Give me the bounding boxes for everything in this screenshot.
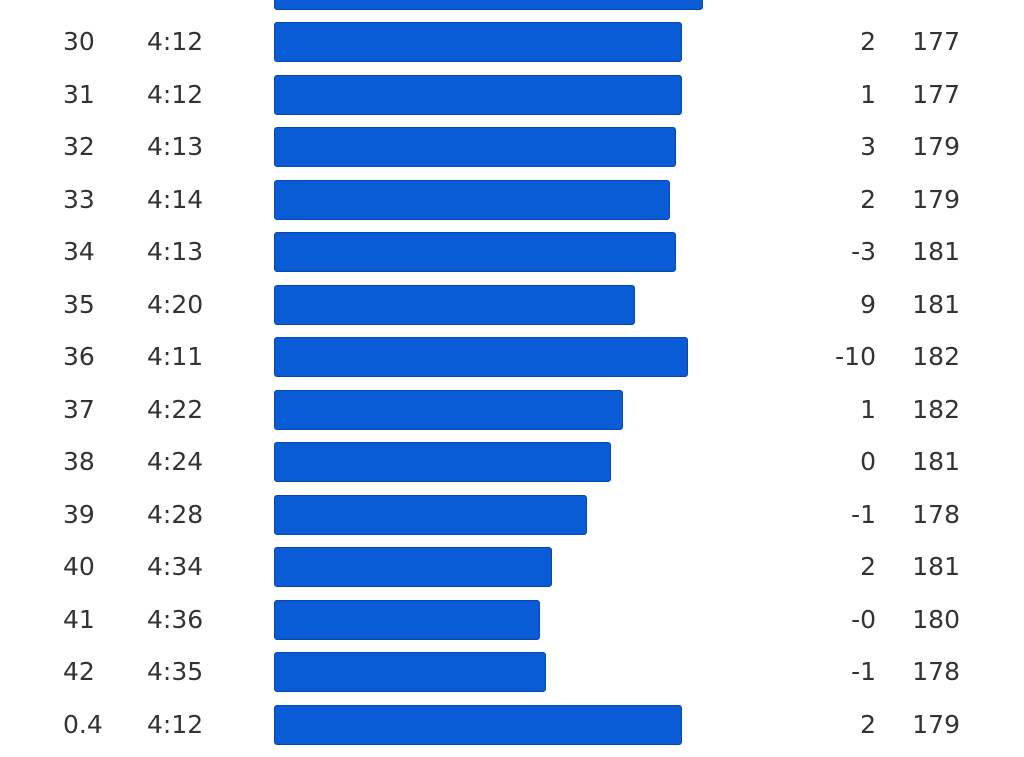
heart-rate: 182	[912, 394, 960, 424]
lap-pace: 4:12	[147, 27, 204, 56]
split-row: 30 4:12 2 177	[0, 16, 1024, 68]
lap-number: 36	[63, 342, 95, 371]
pace-bar	[274, 652, 546, 692]
lap-pace: 4:11	[147, 342, 204, 371]
pace-bar	[274, 389, 623, 430]
elevation-change: -0	[851, 604, 876, 634]
lap-number: 0.4	[63, 709, 103, 739]
elevation-change: 1	[860, 79, 876, 109]
heart-rate: 177	[912, 27, 960, 56]
pace-bar	[274, 22, 683, 62]
lap-number: 38	[63, 447, 95, 476]
lap-number: 34	[63, 237, 95, 266]
lap-pace: 4:13	[147, 237, 204, 266]
pace-bar	[274, 547, 552, 587]
lap-pace: 4:13	[147, 132, 204, 161]
lap-number: 41	[63, 604, 95, 634]
heart-rate: 179	[912, 709, 960, 739]
split-row: 40 4:34 2 181	[0, 541, 1024, 593]
split-row: 42 4:35 -1 178	[0, 646, 1024, 698]
split-row: 34 4:13 -3 181	[0, 226, 1024, 278]
elevation-change: 0	[860, 447, 876, 476]
elevation-change: 2	[860, 552, 876, 581]
lap-pace: 4:12	[147, 79, 204, 109]
lap-number: 30	[63, 27, 95, 56]
elevation-change: -10	[835, 342, 876, 371]
split-row: 36 4:11 -10 182	[0, 331, 1024, 383]
pace-bar	[274, 337, 688, 377]
heart-rate: 177	[912, 79, 960, 109]
lap-number: 31	[63, 79, 95, 109]
lap-pace: 4:12	[147, 709, 204, 739]
split-row: 35 4:20 9 181	[0, 279, 1024, 331]
lap-number: 37	[63, 394, 95, 424]
lap-number: 32	[63, 132, 95, 161]
pace-bar	[274, 232, 677, 272]
heart-rate: 181	[912, 447, 960, 476]
elevation-change: 9	[860, 289, 876, 319]
elevation-change: -1	[851, 657, 876, 686]
lap-pace: 4:22	[147, 394, 204, 424]
split-row: 33 4:14 2 179	[0, 174, 1024, 226]
split-row: 41 4:36 -0 180	[0, 594, 1024, 646]
elevation-change: 3	[860, 132, 876, 161]
lap-number: 39	[63, 499, 95, 529]
elevation-change: 1	[860, 394, 876, 424]
elevation-change: 2	[860, 184, 876, 214]
pace-bar	[274, 599, 540, 640]
lap-number: 35	[63, 289, 95, 319]
pace-bar	[274, 127, 677, 167]
lap-pace: 4:24	[147, 447, 204, 476]
lap-pace: 4:20	[147, 289, 204, 319]
split-row: 37 4:22 1 182	[0, 384, 1024, 436]
cropped-bar	[274, 0, 703, 10]
heart-rate: 181	[912, 552, 960, 581]
heart-rate: 178	[912, 657, 960, 686]
pace-bar	[274, 704, 683, 745]
pace-bar	[274, 494, 588, 535]
heart-rate: 179	[912, 132, 960, 161]
lap-pace: 4:28	[147, 499, 204, 529]
heart-rate: 179	[912, 184, 960, 214]
lap-pace: 4:36	[147, 604, 204, 634]
lap-pace: 4:35	[147, 657, 204, 686]
lap-pace: 4:14	[147, 184, 204, 214]
lap-number: 42	[63, 657, 95, 686]
lap-number: 33	[63, 184, 95, 214]
elevation-change: 2	[860, 709, 876, 739]
heart-rate: 181	[912, 237, 960, 266]
heart-rate: 178	[912, 499, 960, 529]
lap-pace: 4:34	[147, 552, 204, 581]
split-row: 39 4:28 -1 178	[0, 489, 1024, 541]
split-row: 31 4:12 1 177	[0, 69, 1024, 121]
heart-rate: 181	[912, 289, 960, 319]
elevation-change: -3	[851, 237, 876, 266]
heart-rate: 180	[912, 604, 960, 634]
split-row: 38 4:24 0 181	[0, 436, 1024, 488]
pace-bar	[274, 74, 683, 115]
pace-bar	[274, 442, 612, 482]
split-row: 0.4 4:12 2 179	[0, 699, 1024, 751]
pace-bar	[274, 284, 635, 325]
split-row: 32 4:13 3 179	[0, 121, 1024, 173]
heart-rate: 182	[912, 342, 960, 371]
elevation-change: 2	[860, 27, 876, 56]
lap-number: 40	[63, 552, 95, 581]
elevation-change: -1	[851, 499, 876, 529]
pace-bar	[274, 179, 671, 220]
